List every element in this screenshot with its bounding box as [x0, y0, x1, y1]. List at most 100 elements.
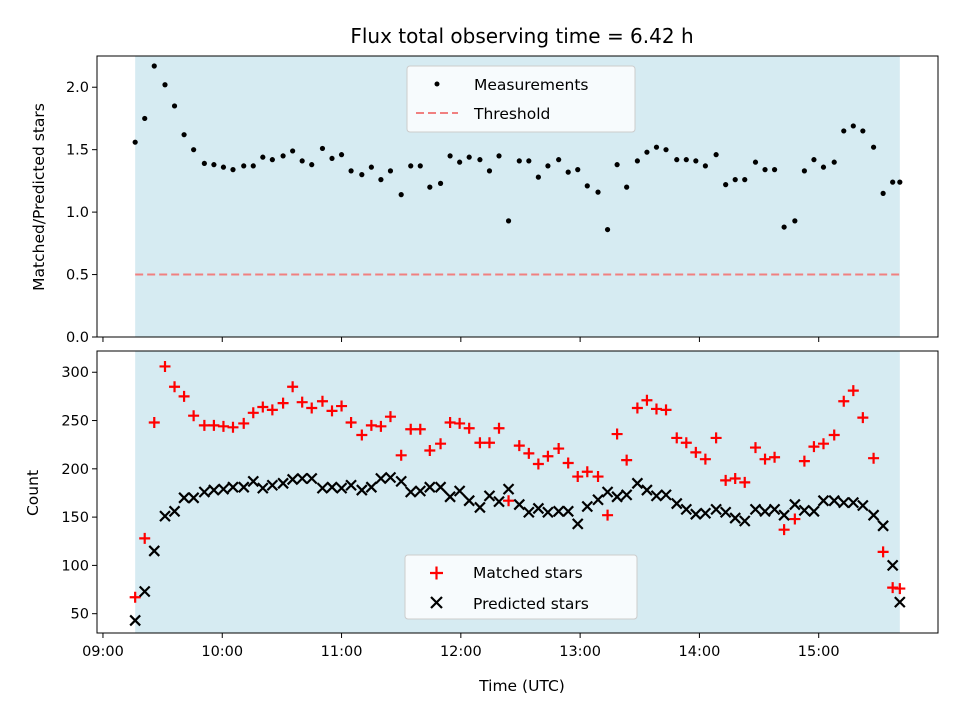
- measurement-point: [269, 157, 275, 163]
- measurement-point: [595, 189, 601, 195]
- predicted-star-point: [198, 486, 211, 498]
- predicted-star-point: [345, 479, 357, 492]
- measurement-point: [702, 163, 708, 169]
- measurement-point: [644, 149, 650, 155]
- predicted-star-point: [463, 494, 475, 507]
- measurement-point: [319, 145, 326, 152]
- measurement-point: [191, 147, 197, 153]
- predicted-star-point: [699, 507, 712, 520]
- y-tick-label: 100: [61, 558, 89, 574]
- matched-star-point: [454, 417, 466, 429]
- count-panel-frame: [96, 350, 939, 634]
- measurement-points: [132, 63, 903, 233]
- y-tick-label: 1.5: [66, 143, 89, 159]
- predicted-star-point: [532, 502, 545, 515]
- ratio-panel-frame: [96, 55, 939, 338]
- measurement-point: [230, 167, 236, 173]
- ratio-y-label: Matched/Predicted stars: [30, 103, 48, 291]
- predicted-star-point: [335, 482, 348, 494]
- matched-star-point: [523, 447, 535, 459]
- predicted-star-point: [434, 481, 447, 493]
- predicted-star-point: [641, 484, 653, 496]
- matched-star-point: [650, 403, 662, 415]
- matched-star-point: [503, 495, 515, 507]
- predicted-star-point: [266, 479, 279, 492]
- matched-star-point: [868, 452, 880, 464]
- matched-star-point: [169, 381, 181, 393]
- measurement-point: [674, 157, 680, 163]
- predicted-star-point: [828, 494, 840, 507]
- matched-star-point: [739, 476, 751, 488]
- legend-predicted-marker: [430, 596, 443, 609]
- predicted-star-point: [837, 496, 850, 509]
- predicted-star-point: [581, 500, 594, 513]
- matched-star-point: [838, 395, 850, 407]
- predicted-star-point: [571, 518, 584, 530]
- measurement-point: [771, 167, 778, 173]
- matched-star-point: [435, 438, 447, 450]
- measurement-point: [860, 128, 866, 134]
- y-tick-label: 300: [61, 365, 89, 381]
- measurement-point: [890, 179, 896, 185]
- predicted-star-point: [277, 477, 289, 490]
- measurement-point: [447, 153, 453, 159]
- count-y-ticks: 50 100 150 200 250 300: [61, 365, 97, 623]
- measurement-point: [486, 168, 493, 174]
- predicted-star-point: [138, 585, 151, 598]
- legend-threshold-label: Threshold: [473, 105, 550, 123]
- measurement-point: [850, 123, 856, 129]
- matched-star-point: [877, 546, 889, 558]
- matched-star-point: [542, 450, 554, 462]
- x-tick-label: 15:00: [798, 644, 840, 660]
- legend-measurement-marker: [434, 81, 440, 87]
- predicted-star-point: [365, 481, 378, 493]
- matched-star-point: [463, 422, 475, 434]
- measurement-point: [841, 128, 847, 134]
- matched-star-point: [720, 474, 732, 486]
- predicted-star-point: [227, 481, 239, 493]
- measurement-point: [792, 218, 798, 224]
- matched-star-point: [483, 437, 495, 449]
- matched-star-point: [611, 428, 623, 440]
- matched-star-point: [306, 402, 318, 414]
- matched-star-point: [405, 423, 417, 435]
- measurement-point: [516, 158, 522, 164]
- measurement-point: [693, 158, 699, 164]
- measurement-point: [457, 159, 463, 165]
- matched-star-point: [148, 416, 160, 428]
- measurement-point: [171, 103, 178, 109]
- predicted-star-point: [778, 509, 790, 521]
- matched-star-point: [287, 381, 299, 393]
- matched-star-point: [316, 395, 328, 407]
- ratio-legend-box: [406, 65, 636, 133]
- predicted-star-point: [257, 482, 269, 494]
- matched-star-point: [759, 453, 771, 465]
- measurement-point: [359, 172, 365, 178]
- y-tick-label: 0.0: [66, 330, 89, 346]
- matched-star-point: [375, 420, 387, 432]
- predicted-star-point: [187, 492, 200, 504]
- predicted-star-point: [817, 494, 830, 507]
- measurement-point: [683, 157, 689, 163]
- predicted-star-point: [395, 475, 407, 488]
- measurement-point: [634, 158, 640, 164]
- measurement-point: [614, 162, 620, 168]
- measurement-point: [290, 148, 296, 154]
- matched-star-point: [729, 472, 741, 484]
- matched-star-point: [139, 532, 151, 544]
- predicted-star-point: [798, 504, 811, 517]
- measurement-point: [211, 162, 217, 168]
- matched-star-point: [238, 417, 250, 429]
- predicted-star-point: [523, 506, 535, 519]
- measurement-point: [831, 159, 837, 165]
- matched-star-point: [257, 401, 269, 413]
- measurement-point: [584, 183, 590, 189]
- predicted-star-point: [690, 508, 702, 520]
- matched-star-point: [769, 451, 781, 463]
- predicted-star-point: [552, 505, 565, 518]
- predicted-star-point: [296, 472, 308, 485]
- measurement-point: [181, 132, 187, 138]
- measurement-point: [427, 184, 433, 190]
- matched-star-point: [227, 421, 239, 433]
- measurement-point: [387, 168, 394, 174]
